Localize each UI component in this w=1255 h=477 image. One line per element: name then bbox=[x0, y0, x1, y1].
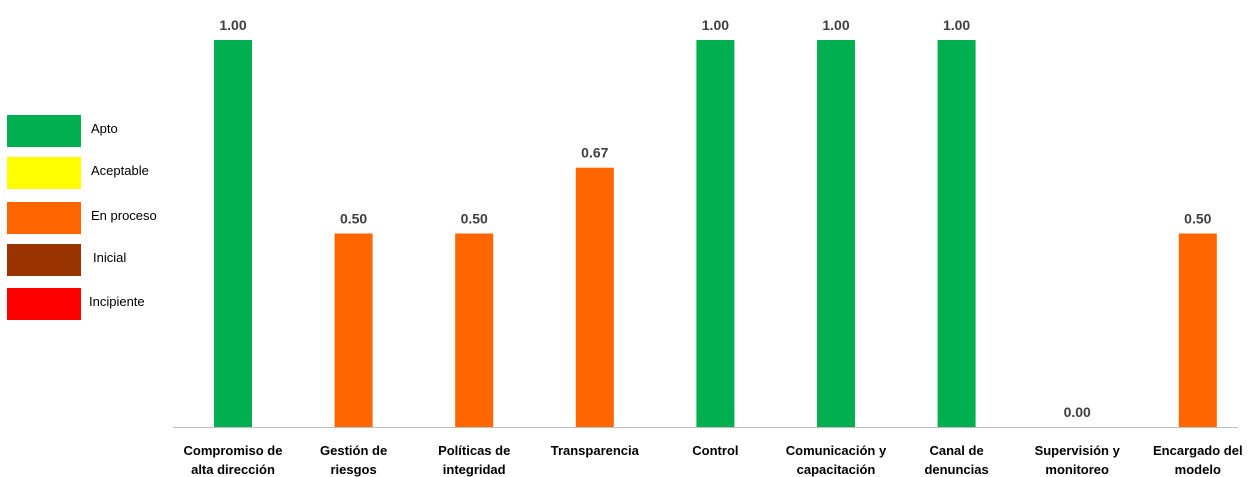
legend-label-inicial: Inicial bbox=[93, 250, 127, 265]
bar-1 bbox=[334, 233, 373, 427]
data-label-5: 1.00 bbox=[822, 17, 849, 33]
bar-6 bbox=[937, 40, 976, 427]
data-label-3: 0.67 bbox=[581, 145, 608, 161]
bar-3 bbox=[575, 167, 614, 427]
x-tick-label-8: Encargado del modelo bbox=[1153, 443, 1243, 477]
legend-item-inicial: Inicial bbox=[7, 244, 182, 276]
x-tick-label-6: Canal de denuncias bbox=[924, 443, 988, 477]
legend-item-en-proceso: En proceso bbox=[7, 202, 182, 234]
legend-item-apto: Apto bbox=[7, 115, 182, 147]
bar-5 bbox=[817, 40, 855, 427]
legend-swatch-inicial bbox=[7, 244, 81, 276]
legend: Apto Aceptable En proceso Inicial Incipi… bbox=[0, 0, 180, 477]
legend-item-incipiente: Incipiente bbox=[7, 288, 182, 320]
legend-swatch-aceptable bbox=[7, 157, 81, 189]
data-label-1: 0.50 bbox=[340, 211, 367, 227]
data-label-7: 0.00 bbox=[1064, 404, 1091, 420]
legend-item-aceptable: Aceptable bbox=[7, 157, 182, 189]
x-tick-label-1: Gestión de riesgos bbox=[320, 443, 387, 477]
legend-label-apto: Apto bbox=[91, 121, 118, 136]
bar-2 bbox=[455, 233, 494, 427]
legend-label-en-proceso: En proceso bbox=[91, 208, 157, 223]
legend-swatch-apto bbox=[7, 115, 81, 147]
x-tick-label-2: Políticas de integridad bbox=[438, 443, 510, 477]
legend-label-incipiente: Incipiente bbox=[89, 294, 145, 309]
legend-swatch-incipiente bbox=[7, 288, 81, 320]
bar-8 bbox=[1178, 233, 1217, 427]
data-label-4: 1.00 bbox=[702, 17, 729, 33]
x-tick-label-7: Supervisión y monitoreo bbox=[1035, 443, 1121, 477]
bar-4 bbox=[696, 40, 735, 427]
bar-0 bbox=[214, 40, 252, 427]
legend-label-aceptable: Aceptable bbox=[91, 163, 149, 178]
x-tick-label-0: Compromiso de alta dirección bbox=[184, 443, 283, 477]
data-label-0: 1.00 bbox=[219, 17, 246, 33]
data-label-6: 1.00 bbox=[943, 17, 970, 33]
x-tick-label-4: Control bbox=[692, 443, 738, 458]
x-tick-label-3: Transparencia bbox=[551, 443, 640, 458]
x-tick-label-5: Comunicación y capacitación bbox=[786, 443, 887, 477]
data-label-2: 0.50 bbox=[461, 211, 488, 227]
data-label-8: 0.50 bbox=[1184, 211, 1211, 227]
legend-swatch-en-proceso bbox=[7, 202, 81, 234]
